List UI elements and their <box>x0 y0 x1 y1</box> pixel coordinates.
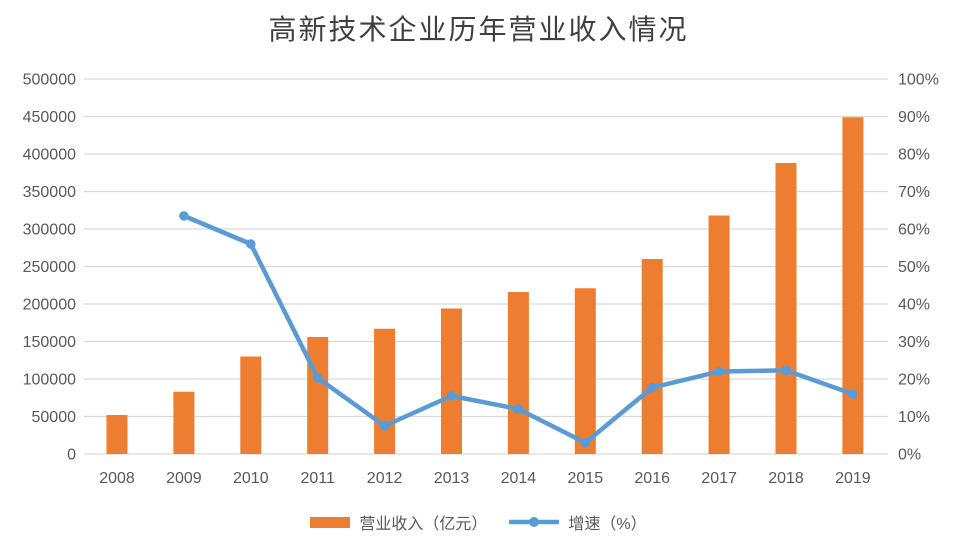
bar-2016 <box>641 259 663 454</box>
left-axis-tick-label: 300000 <box>23 222 76 239</box>
bar-2019 <box>842 117 864 454</box>
bar-2010 <box>240 356 262 454</box>
right-axis-tick-label: 30% <box>898 334 930 351</box>
growth-point-2017 <box>714 366 724 377</box>
bar-2009 <box>173 391 195 454</box>
x-axis-label-2014: 2014 <box>501 470 537 487</box>
growth-point-2009 <box>179 211 189 221</box>
bar-2013 <box>441 308 462 454</box>
x-axis-label-2010: 2010 <box>233 470 269 487</box>
left-axis-tick-label: 200000 <box>23 297 76 314</box>
x-axis-label-2017: 2017 <box>701 470 737 487</box>
growth-point-2012 <box>379 421 390 431</box>
x-axis-label-2011: 2011 <box>300 470 335 487</box>
bar-2008 <box>106 415 128 454</box>
right-axis-tick-label: 20% <box>898 372 930 389</box>
right-axis-tick-label: 10% <box>898 409 930 426</box>
chart-title: 高新技术企业历年营业收入情况 <box>268 13 689 46</box>
bar-2015 <box>574 288 596 454</box>
x-axis-label-2016: 2016 <box>634 470 670 487</box>
left-axis-tick-label: 400000 <box>23 147 76 164</box>
growth-point-2018 <box>781 365 791 376</box>
bar-2014 <box>507 292 529 454</box>
growth-point-2011 <box>312 373 323 383</box>
growth-point-2010 <box>246 239 256 249</box>
right-axis-tick-label: 70% <box>898 184 930 201</box>
x-axis-label-2018: 2018 <box>768 470 804 487</box>
legend-item-revenue: 营业收入（亿元） <box>310 510 487 534</box>
growth-point-2019 <box>848 389 858 399</box>
x-axis-label-2012: 2012 <box>367 470 403 487</box>
growth-point-2013 <box>446 391 457 401</box>
bar-2018 <box>775 163 797 454</box>
bar-2017 <box>708 215 730 454</box>
legend-item-growth: 增速（%） <box>509 510 647 534</box>
left-axis-tick-label: 50000 <box>32 409 77 426</box>
x-axis-label-2013: 2013 <box>434 470 470 487</box>
x-axis-label-2008: 2008 <box>99 470 135 487</box>
legend-label-revenue: 营业收入（亿元） <box>359 516 488 533</box>
right-axis-tick-label: 60% <box>898 222 930 239</box>
legend-line-growth-icon <box>509 517 560 527</box>
x-axis-label-2019: 2019 <box>835 470 871 487</box>
bar-2012 <box>374 328 396 454</box>
left-axis-tick-label: 500000 <box>23 72 76 89</box>
x-axis-label-2015: 2015 <box>568 470 604 487</box>
left-axis-tick-label: 100000 <box>23 372 76 389</box>
left-axis-tick-label: 450000 <box>23 109 76 126</box>
legend-swatch-revenue-icon <box>310 516 351 528</box>
right-axis-tick-label: 40% <box>898 297 930 314</box>
right-axis-tick-label: 0% <box>898 447 921 464</box>
left-axis-tick-label: 0 <box>67 447 76 464</box>
right-axis-tick-label: 100% <box>898 72 939 89</box>
growth-point-2014 <box>513 404 524 414</box>
right-axis-tick-label: 90% <box>898 109 930 126</box>
growth-point-2015 <box>580 437 591 448</box>
right-axis-tick-label: 80% <box>898 147 930 164</box>
left-axis-tick-label: 150000 <box>23 334 76 351</box>
right-axis-tick-label: 50% <box>898 259 930 276</box>
bar-2011 <box>307 337 329 454</box>
growth-point-2016 <box>647 382 657 393</box>
legend: 营业收入（亿元） 增速（%） <box>0 508 957 536</box>
x-axis-label-2009: 2009 <box>166 470 202 487</box>
legend-label-growth: 增速（%） <box>568 516 647 533</box>
left-axis-tick-label: 250000 <box>23 259 76 276</box>
left-axis-tick-label: 350000 <box>23 184 76 201</box>
